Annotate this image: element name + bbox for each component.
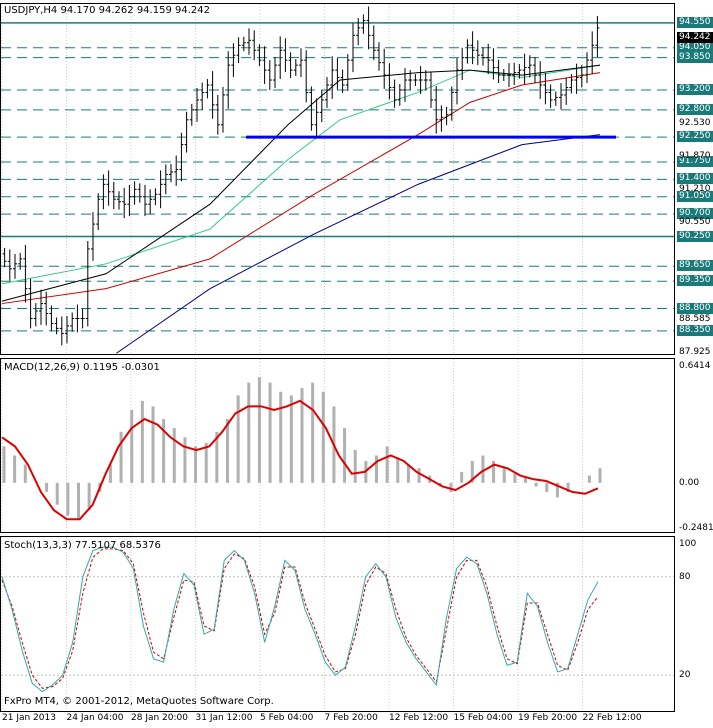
stoch-panel: [0, 536, 675, 712]
price-level-tag-10: 90.250: [677, 230, 713, 242]
time-axis-label-3: 31 Jan 12:00: [195, 713, 253, 723]
price-series: [2, 6, 600, 346]
macd-panel: [0, 358, 675, 533]
price-axis-label-0: 92.530: [679, 118, 711, 129]
current-price-tag: 94.242: [677, 32, 713, 44]
copyright: FxPro MT4, © 2001-2012, MetaQuotes Softw…: [4, 696, 274, 707]
price-level-tag-6: 91.750: [677, 155, 713, 167]
macd-header: MACD(12,26,9) 0.1195 -0.0301: [4, 362, 160, 373]
price-level-tag-14: 88.350: [677, 324, 713, 336]
macd-signal-line: [1, 399, 599, 521]
time-axis-label-0: 21 Jan 2013: [2, 713, 56, 723]
price-level-tag-3: 93.200: [677, 83, 713, 95]
price-axis-label-5: 87.925: [679, 347, 711, 357]
price-level-tag-13: 88.800: [677, 302, 713, 314]
price-axis-label-2: 91.210: [679, 183, 711, 194]
ma-red-line: [1, 72, 601, 305]
stoch-series: [1, 546, 674, 693]
price-level-tag-5: 92.250: [677, 131, 713, 143]
price-axis-label-3: 90.550: [679, 216, 711, 227]
stoch-main-line: [1, 546, 599, 693]
stoch-axis-label-0: 100: [679, 539, 697, 549]
time-axis-label-4: 5 Feb 04:00: [260, 713, 314, 723]
price-level-tag-1: 94.050: [677, 41, 713, 53]
macd-axis-label-1: 0.00: [679, 477, 700, 488]
price-level-tag-0: 94.550: [677, 16, 713, 28]
time-axis-label-6: 12 Feb 12:00: [389, 713, 449, 723]
horizontal-levels: [1, 22, 674, 332]
time-axis-label-8: 19 Feb 20:00: [518, 713, 578, 723]
price-level-tag-11: 89.650: [677, 260, 713, 272]
price-level-tag-12: 89.350: [677, 275, 713, 287]
price-axis-label-1: 91.870: [679, 151, 711, 162]
main-header: USDJPY,H4 94.170 94.262 94.159 94.242: [4, 5, 210, 16]
price-level-tag-8: 91.050: [677, 190, 713, 202]
stoch-axis-label-2: 20: [679, 670, 691, 681]
price-level-tag-4: 92.800: [677, 103, 713, 115]
time-axis-label-1: 24 Jan 04:00: [66, 713, 124, 723]
macd-axis-label-0: 0.6414: [679, 361, 711, 371]
stoch-header: Stoch(13,3,3) 77.5107 68.5376: [4, 540, 161, 551]
time-axis-label-2: 28 Jan 20:00: [131, 713, 188, 723]
price-level-tag-7: 91.400: [677, 173, 713, 185]
macd-axis-label-2: -0.2481: [679, 523, 713, 533]
ma-navy-line: [116, 134, 601, 354]
price-level-tag-2: 93.850: [677, 51, 713, 63]
time-axis-label-5: 7 Feb 20:00: [324, 713, 378, 723]
stoch-signal-line: [1, 548, 599, 689]
price-axis-label-4: 88.585: [679, 314, 711, 325]
ma-black-line: [1, 64, 601, 302]
price-level-tag-9: 90.700: [677, 208, 713, 220]
macd-series: [1, 377, 602, 521]
stoch-axis-label-1: 80: [679, 571, 691, 582]
time-axis-label-7: 15 Feb 04:00: [453, 713, 513, 723]
time-axis-label-9: 22 Feb 12:00: [582, 713, 642, 723]
